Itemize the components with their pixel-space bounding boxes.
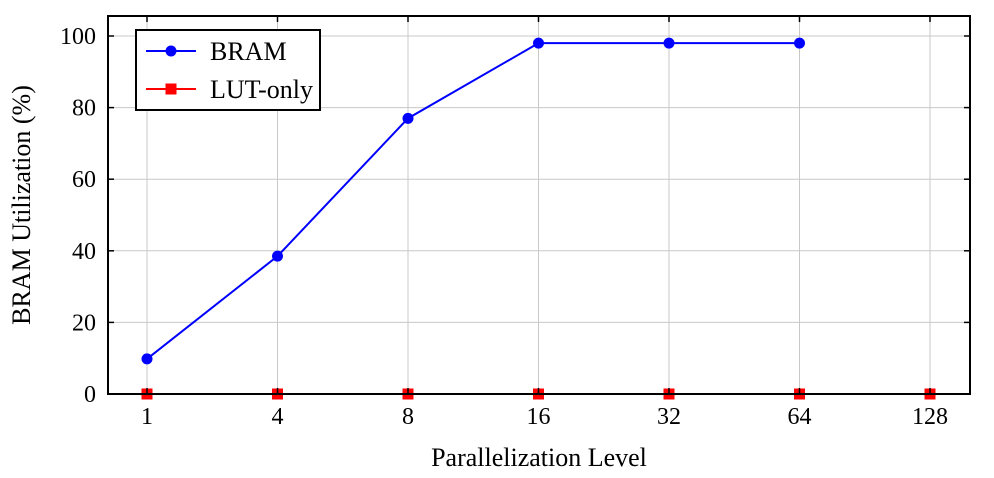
series-line-bram [146, 42, 800, 360]
data-point-bram [794, 37, 805, 49]
data-point-bram [402, 112, 414, 124]
x-axis-title: Parallelization Level [431, 443, 647, 472]
x-tick-label: 4 [272, 404, 284, 430]
y-tick-label: 40 [72, 239, 96, 265]
x-tick-label: 8 [402, 404, 414, 430]
x-tick-label: 32 [657, 404, 681, 430]
x-axis: 1 4 8 16 32 64 128 [141, 16, 948, 430]
data-point-bram [533, 37, 544, 49]
y-tick-label: 60 [72, 167, 96, 193]
y-axis-title: BRAM Utilization (%) [7, 85, 36, 325]
data-point-bram [663, 37, 675, 49]
legend-marker-bram [165, 45, 177, 57]
legend-label-bram: BRAM [210, 37, 287, 66]
y-tick-label: 0 [84, 382, 96, 408]
x-tick-label: 1 [141, 404, 153, 430]
y-tick-label: 20 [72, 310, 96, 336]
legend-marker-lut-only [165, 83, 177, 95]
x-tick-label: 128 [912, 404, 948, 430]
data-point-bram [272, 250, 283, 262]
x-tick-label: 64 [788, 404, 812, 430]
x-tick-label: 16 [527, 404, 551, 430]
y-tick-label: 80 [72, 96, 96, 122]
legend-label-lut-only: LUT-only [210, 75, 313, 104]
legend: BRAM LUT-only [135, 29, 321, 111]
y-axis: 0 20 40 60 80 100 [60, 24, 970, 408]
data-point-bram [141, 353, 153, 365]
y-tick-label: 100 [60, 24, 96, 50]
legend-box [135, 29, 321, 111]
